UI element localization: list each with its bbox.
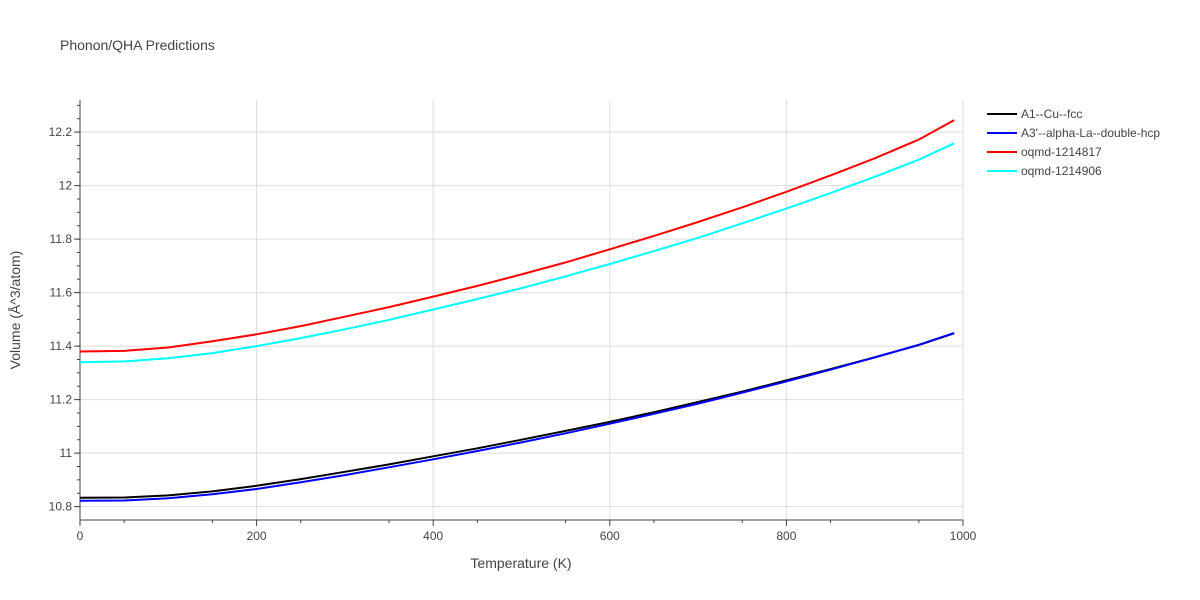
x-axis-title: Temperature (K): [470, 555, 571, 571]
x-tick-label: 600: [600, 529, 620, 543]
series-line-2: [79, 119, 955, 353]
y-tick-label: 11.4: [50, 339, 73, 353]
x-tick-label: 200: [247, 529, 267, 543]
legend-item-3[interactable]: oqmd-1214906: [987, 164, 1102, 178]
legend[interactable]: A1--Cu--fcc A3'--alpha-La--double-hcp oqmd…: [987, 107, 1160, 178]
chart-title: Phonon/QHA Predictions: [60, 37, 215, 53]
y-tick-label: 11: [60, 446, 73, 460]
y-tick-label: 10.8: [49, 500, 73, 514]
grid: [80, 100, 964, 520]
y-tick-label: 11.2: [50, 393, 73, 407]
x-tick-label: 0: [77, 529, 84, 543]
legend-item-1[interactable]: A3'--alpha-La--double-hcp: [987, 126, 1160, 140]
legend-label: A3'--alpha-La--double-hcp: [1021, 126, 1160, 140]
y-tick-label: 12: [59, 179, 73, 193]
x-tick-label: 1000: [950, 529, 977, 543]
series-line-0: [79, 332, 955, 499]
legend-label: oqmd-1214817: [1021, 145, 1102, 159]
axes: 0 200 400 600 800 1000 10.8 11 11.2 11.4 11.6 11.8 1…: [49, 100, 977, 543]
legend-item-0[interactable]: A1--Cu--fcc: [987, 107, 1082, 121]
series-line-1: [79, 332, 955, 502]
legend-label: oqmd-1214906: [1021, 164, 1102, 178]
legend-item-2[interactable]: oqmd-1214817: [987, 145, 1102, 159]
y-tick-label: 12.2: [49, 125, 73, 139]
x-tick-label: 400: [423, 529, 443, 543]
y-tick-label: 11.8: [50, 232, 73, 246]
series-lines: [79, 119, 955, 502]
x-tick-label: 800: [776, 529, 796, 543]
y-axis-title: Volume (Å^3/atom): [7, 251, 23, 370]
legend-label: A1--Cu--fcc: [1021, 107, 1082, 121]
series-line-3: [79, 142, 955, 364]
y-tick-label: 11.6: [50, 286, 73, 300]
